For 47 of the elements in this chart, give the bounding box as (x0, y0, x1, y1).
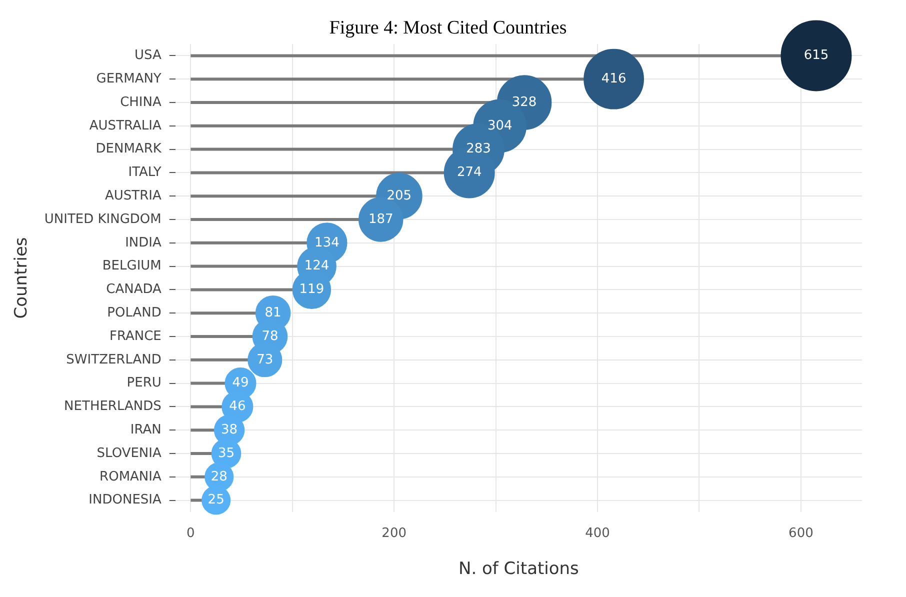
y-tick-label: GERMANY (96, 71, 162, 86)
data-label: 134 (314, 235, 340, 250)
data-label: 49 (232, 376, 249, 391)
y-tick-label: PERU (126, 376, 162, 391)
data-label: 304 (487, 118, 512, 134)
data-label: 615 (804, 48, 829, 64)
y-tick-label: INDIA (125, 235, 162, 250)
data-label: 274 (456, 165, 482, 180)
y-tick-label: IRAN (130, 422, 162, 438)
y-axis-title: Countries (12, 237, 32, 319)
y-tick-label: BELGIUM (102, 258, 162, 274)
y-tick-label: NETHERLANDS (64, 399, 162, 414)
data-label: 81 (264, 305, 282, 320)
x-tick-label: 600 (788, 526, 814, 542)
y-tick-label: FRANCE (109, 328, 162, 344)
data-label: 205 (386, 188, 412, 204)
data-label: 328 (512, 94, 537, 110)
data-label: 124 (304, 258, 330, 274)
x-tick-label: 400 (585, 526, 610, 542)
y-tick-label: USA (134, 48, 162, 64)
data-label: 46 (229, 399, 246, 414)
y-tick-label: CHINA (120, 94, 162, 110)
chart-title: Figure 4: Most Cited Countries (329, 18, 567, 39)
data-label: 119 (299, 282, 324, 298)
data-label: 38 (221, 422, 238, 438)
data-label: 283 (466, 142, 491, 157)
y-tick-label: POLAND (107, 305, 162, 320)
data-label: 73 (256, 352, 274, 368)
y-tick-label: DENMARK (96, 142, 162, 157)
y-tick-label: INDONESIA (88, 492, 162, 508)
y-tick-label: CANADA (106, 282, 162, 298)
y-tick-label: AUSTRIA (105, 188, 162, 204)
y-tick-label: UNITED KINGDOM (44, 212, 162, 227)
data-label: 28 (210, 469, 228, 484)
y-tick-label: ROMANIA (100, 469, 162, 484)
y-tick-label: AUSTRALIA (89, 118, 162, 134)
data-label: 78 (262, 328, 278, 344)
data-label: 35 (218, 446, 235, 461)
x-axis-title: N. of Citations (458, 559, 580, 580)
x-tick-label: 200 (382, 526, 406, 542)
y-tick-label: ITALY (128, 165, 162, 180)
data-label: 187 (368, 212, 394, 227)
data-label: 416 (601, 71, 626, 86)
y-tick-label: SWITZERLAND (66, 352, 162, 368)
data-label: 25 (208, 492, 224, 508)
x-tick-label: 0 (186, 526, 195, 542)
y-tick-label: SLOVENIA (96, 446, 162, 461)
